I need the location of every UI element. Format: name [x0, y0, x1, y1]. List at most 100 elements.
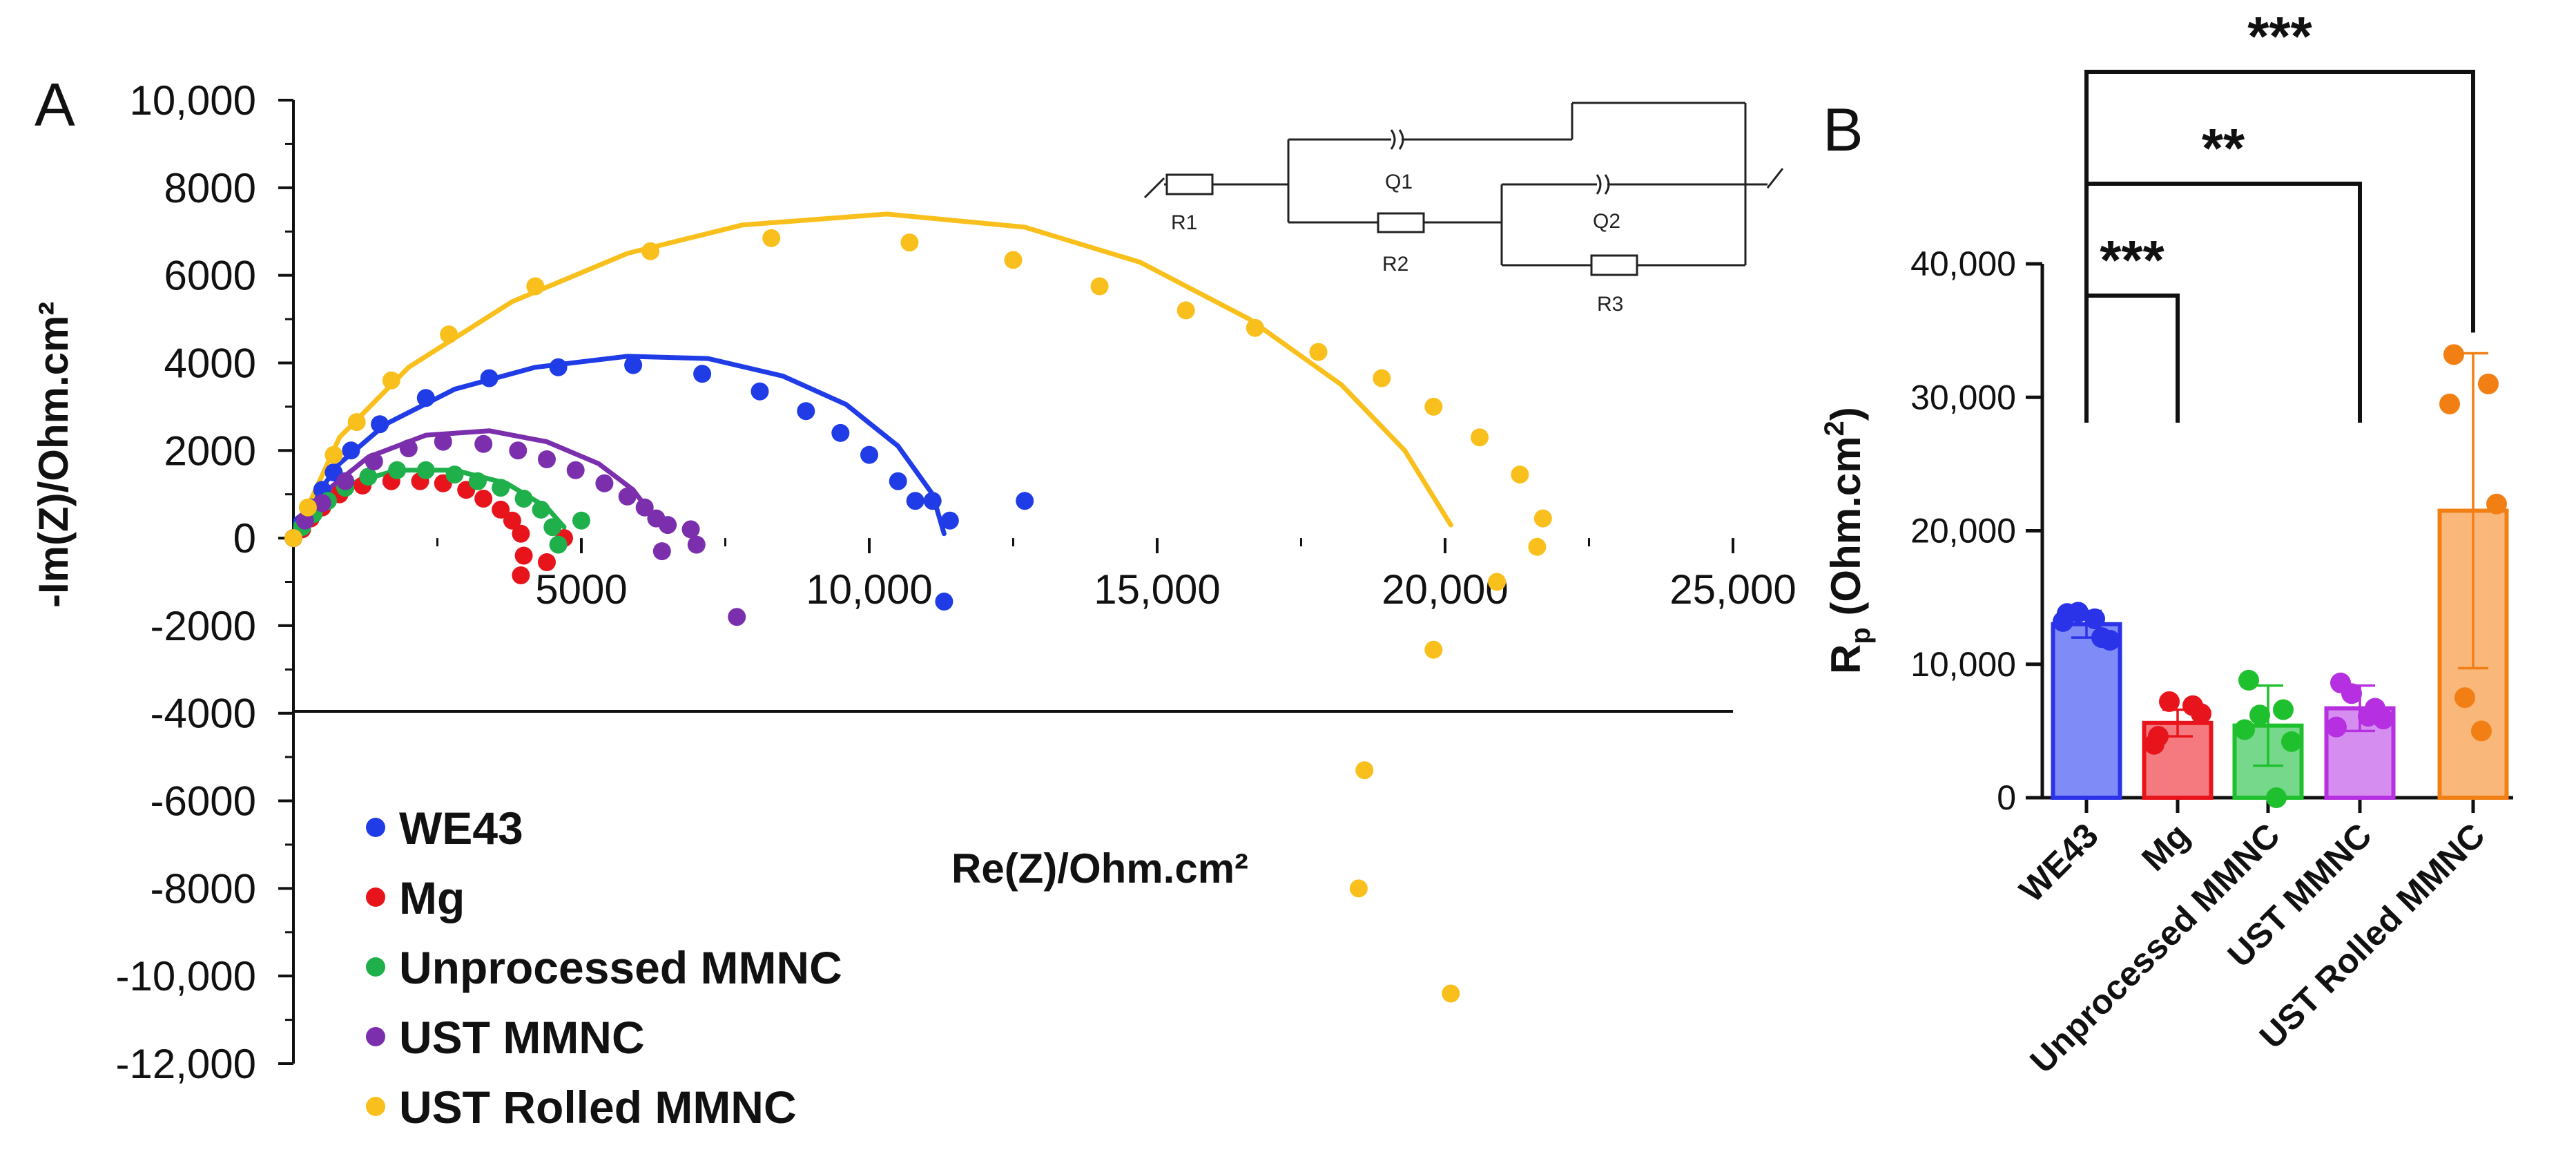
axis-ticks: [278, 99, 1734, 1065]
y-tick-label: -4000: [151, 691, 256, 737]
point-ust-mmnc: [566, 461, 585, 479]
circuit-label-q2: Q2: [1593, 210, 1620, 233]
circuit-label-r3: R3: [1597, 293, 1623, 316]
point-mg: [492, 500, 510, 519]
point-unprocessed-mmnc: [445, 466, 464, 484]
bar-point-unprocessed-mmnc: [2238, 669, 2259, 691]
point-ust-rolled-mmnc: [1373, 369, 1391, 387]
bar-point-ust-mmnc: [2358, 706, 2379, 727]
point-ust-rolled-mmnc: [1528, 537, 1547, 556]
panel-b-label: B: [1823, 95, 1863, 164]
point-we43: [371, 415, 389, 434]
resistor-r3: [1590, 254, 1638, 276]
significance-label: **: [2202, 117, 2245, 179]
point-ust-mmnc: [336, 472, 355, 490]
y-tick-label: -2000: [151, 603, 256, 649]
b-y-axis-label: Rp (Ohm.cm2): [1819, 407, 1876, 674]
bar-point-ust-rolled-mmnc: [2439, 393, 2460, 414]
point-mg: [512, 566, 530, 584]
panel-a-label: A: [35, 70, 75, 139]
y-tick-label: -6000: [151, 778, 256, 825]
point-ust-mmnc: [635, 498, 654, 517]
point-ust-rolled-mmnc: [1309, 343, 1328, 361]
bar-point-ust-mmnc: [2326, 716, 2347, 738]
bar-point-mg: [2159, 691, 2180, 712]
point-mg: [503, 511, 521, 530]
point-ust-rolled-mmnc: [762, 229, 781, 247]
significance-bracket: [2084, 70, 2475, 423]
y-tick-label: 10,000: [129, 77, 256, 124]
point-ust-rolled-mmnc: [641, 242, 660, 260]
bar-point-ust-rolled-mmnc: [2478, 373, 2499, 394]
legend-label-ust-mmnc: UST MMNC: [399, 1012, 645, 1063]
panel-a: A R1 Q1: [30, 70, 1797, 1133]
significance-bracket: [2084, 182, 2362, 423]
equivalent-circuit-diagram: [1143, 102, 1784, 276]
legend: WE43 Mg Unprocessed MMNC UST MMNC UST Rolled…: [366, 803, 842, 1133]
circuit-lead-right: [1766, 168, 1784, 189]
point-we43: [935, 593, 953, 611]
cpe-q2: [1596, 174, 1610, 195]
significance-label: ***: [2100, 229, 2165, 291]
legend-marker-unprocessed-mmnc: [366, 957, 385, 977]
bar-point-ust-mmnc: [2341, 683, 2362, 704]
point-unprocessed-mmnc: [359, 468, 378, 486]
point-we43: [906, 492, 924, 510]
bar-point-we43: [2084, 608, 2105, 629]
point-we43: [940, 511, 959, 530]
point-ust-rolled-mmnc: [526, 277, 545, 296]
legend-label-ust-rolled-mmnc: UST Rolled MMNC: [399, 1082, 797, 1133]
resistor-r1: [1165, 173, 1214, 195]
x-tick-label: 10,000: [806, 566, 933, 613]
bar-point-mg: [2144, 733, 2165, 755]
legend-marker-we43: [366, 818, 385, 837]
point-ust-rolled-mmnc: [382, 371, 400, 390]
point-ust-rolled-mmnc: [347, 413, 366, 432]
legend-marker-mg: [366, 887, 385, 907]
point-ust-rolled-mmnc: [298, 498, 317, 517]
point-ust-mmnc: [434, 432, 452, 451]
point-ust-rolled-mmnc: [1442, 984, 1460, 1003]
point-we43: [750, 382, 769, 401]
point-ust-mmnc: [659, 516, 677, 535]
point-ust-mmnc: [365, 452, 383, 471]
x-tick-label: 20,000: [1382, 566, 1509, 613]
y-tick-label: -10,000: [116, 953, 257, 999]
bar-point-unprocessed-mmnc: [2234, 719, 2255, 740]
bar-point-ust-rolled-mmnc: [2471, 720, 2492, 742]
point-ust-rolled-mmnc: [1246, 318, 1264, 337]
point-unprocessed-mmnc: [572, 511, 590, 530]
significance-bracket: [2084, 294, 2180, 423]
significance-label: ***: [2247, 6, 2312, 67]
point-ust-rolled-mmnc: [1176, 301, 1195, 320]
bar-point-unprocessed-mmnc: [2281, 731, 2302, 752]
point-we43: [923, 492, 942, 510]
bar-we43: [2051, 622, 2122, 800]
bar-point-we43: [2053, 611, 2073, 632]
point-ust-mmnc: [652, 542, 671, 561]
bar-point-unprocessed-mmnc: [2249, 704, 2270, 726]
y-axis-label: -Im(Z)/Ohm.cm²: [30, 302, 77, 608]
bar-points: [2053, 344, 2507, 808]
point-ust-mmnc: [313, 494, 331, 512]
point-ust-rolled-mmnc: [325, 445, 343, 464]
point-unprocessed-mmnc: [549, 535, 568, 554]
x-tick-label: 5000: [535, 566, 627, 613]
point-ust-mmnc: [538, 450, 556, 468]
circuit-label-r2: R2: [1382, 253, 1408, 276]
point-we43: [831, 423, 850, 442]
y-tick-label: -12,000: [116, 1041, 257, 1087]
y-tick-label: 6000: [164, 253, 256, 299]
point-ust-rolled-mmnc: [440, 325, 458, 344]
circuit-label-r1: R1: [1171, 211, 1197, 234]
point-unprocessed-mmnc: [492, 479, 510, 497]
bar-point-we43: [2068, 602, 2089, 623]
point-we43: [342, 441, 360, 460]
b-ylabel-end: ): [1823, 407, 1869, 421]
point-unprocessed-mmnc: [416, 461, 435, 479]
b-y-tick-label: 10,000: [1910, 645, 2016, 684]
point-ust-rolled-mmnc: [1349, 879, 1368, 898]
legend-marker-ust-rolled-mmnc: [366, 1097, 385, 1116]
